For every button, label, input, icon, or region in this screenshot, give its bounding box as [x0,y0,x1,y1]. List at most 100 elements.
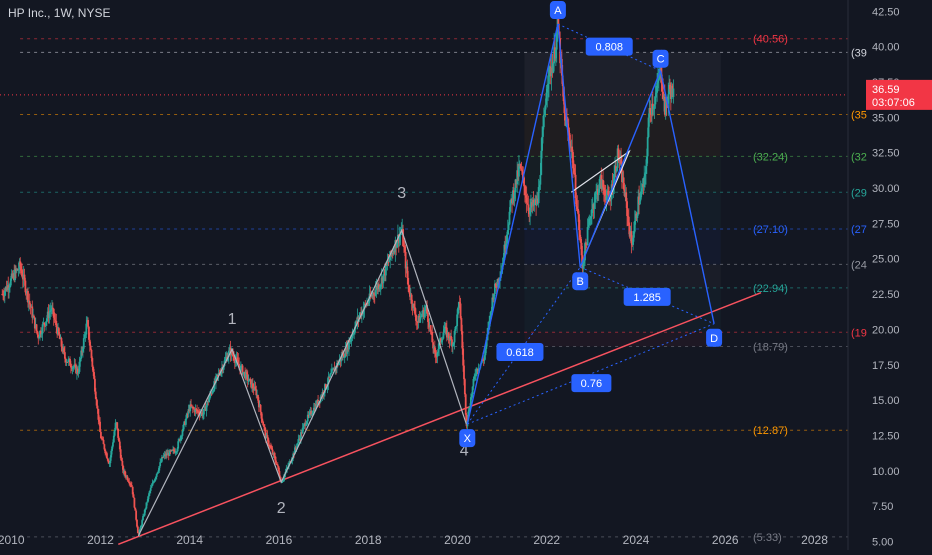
candle-body [445,326,447,328]
candle-body [274,456,277,461]
candle-body [142,516,144,521]
candle-body [460,318,463,332]
candle-body [254,386,257,390]
candle-body [37,334,40,339]
candle-body [508,211,511,225]
candle-body [493,293,495,300]
candle-body [50,309,53,311]
candle-body [112,435,115,443]
ratio-label: 0.808 [595,42,623,54]
candle-body [209,394,211,399]
candle-body [9,285,11,288]
candle-body [215,376,217,383]
candle-body [250,379,253,388]
candle-body [168,450,171,456]
candle-body [590,216,592,219]
candle-body [67,359,70,363]
candle-body [189,404,192,412]
candle-body [447,332,450,339]
candle-body [124,474,127,478]
candle-body [141,520,144,526]
candle-body [245,372,248,375]
candle-body [453,331,456,343]
candle-body [66,361,69,363]
candle-body [462,348,465,366]
candle-body [257,400,260,408]
candle-body [469,397,472,407]
wave-label-2: 2 [277,500,286,517]
candle-body [433,346,436,353]
candle-body [633,220,636,232]
candle-body [192,408,195,410]
candle-body [513,192,516,199]
candle-body [94,378,96,392]
candle-body [354,321,357,327]
candle-body [488,315,491,327]
candle-body [234,360,237,363]
candle-body [602,187,605,191]
candle-body [268,444,271,447]
candle-body [633,231,635,238]
x-tick-label: 2026 [712,533,739,547]
level-scale-label: (27 [851,224,867,236]
candle-body [524,195,527,198]
candle-body [281,481,283,483]
candle-body [491,297,494,312]
candle-body [203,408,205,415]
candle-body [112,442,114,447]
fib-zone [524,114,721,157]
candle-body [391,252,394,254]
candle-body [83,334,86,339]
candle-body [450,336,453,340]
candle-body [135,510,138,520]
candle-body [637,196,640,215]
x-tick-label: 2022 [533,533,560,547]
x-tick-label: 2012 [87,533,114,547]
candle-body [171,449,174,451]
candle-body [477,369,480,372]
candle-body [441,338,444,341]
support-trendline [118,291,762,546]
candle-body [459,303,462,319]
candle-body [311,414,313,416]
candle-body [185,413,188,419]
candle-body [576,206,579,209]
candle-body [27,291,29,303]
x-tick-label: 2028 [801,533,828,547]
candle-body [582,262,585,269]
candle-body [145,502,148,509]
candle-body [402,229,404,247]
candle-body [572,168,575,173]
candle-body [110,450,113,458]
candle-body [458,302,461,304]
candle-body [261,418,264,422]
candle-body [155,473,158,477]
candle-body [379,284,382,287]
y-tick-label: 5.00 [872,537,893,549]
candle-body [100,432,102,439]
candle-body [358,315,361,319]
candle-body [142,515,145,517]
candle-body [350,337,353,340]
level-label: (32.24) [753,151,788,163]
fib-zone [524,332,721,347]
candle-body [136,526,139,534]
candle-body [7,285,10,290]
candle-body [114,422,117,431]
candle-body [69,365,72,368]
candle-body [386,261,389,265]
candle-body [150,485,153,488]
candle-body [314,403,317,411]
candle-body [324,384,326,393]
candle-body [38,337,41,339]
candle-body [547,84,550,89]
candle-body [227,350,230,357]
fib-zone [524,192,721,230]
candle-body [435,356,438,358]
candle-body [605,195,608,201]
candle-body [60,338,63,347]
candle-body [555,32,558,50]
candle-body [514,179,517,193]
